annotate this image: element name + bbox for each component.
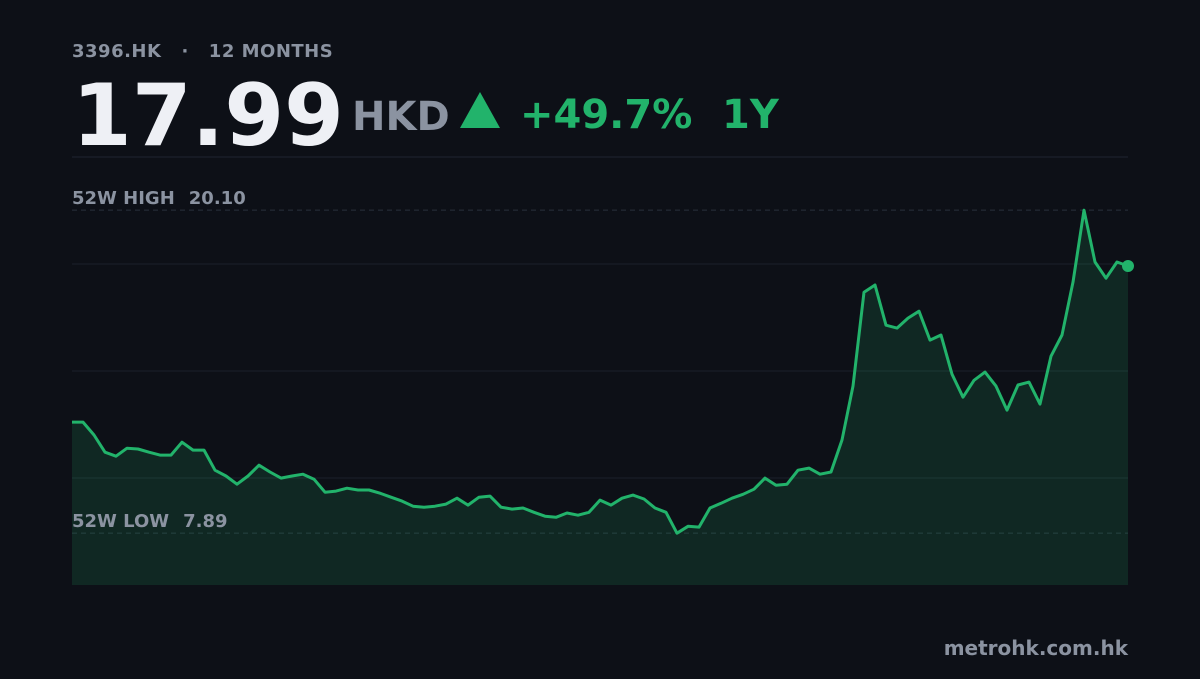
- up-arrow: [460, 92, 500, 128]
- last-point: [1122, 259, 1134, 272]
- high-value: 20.10: [189, 188, 246, 209]
- price-line: [72, 208, 1129, 535]
- change: +49.7%: [520, 92, 692, 138]
- footer: metrohk.com.hk: [944, 636, 1129, 660]
- price: 17.99: [72, 66, 344, 166]
- range: 1Y: [722, 92, 780, 138]
- high-annotation: 52W HIGH 20.10: [72, 188, 246, 209]
- low-annotation: 52W LOW 7.89: [72, 511, 228, 532]
- low-label: 52W LOW: [72, 511, 169, 532]
- period: 12 MONTHS: [209, 41, 333, 62]
- ticker: 3396.HK: [72, 41, 162, 62]
- low-value: 7.89: [183, 511, 227, 532]
- separator: ·: [181, 41, 188, 62]
- header-meta: 3396.HK · 12 MONTHS: [72, 41, 333, 62]
- high-label: 52W HIGH: [72, 188, 175, 209]
- currency: HKD: [352, 94, 450, 140]
